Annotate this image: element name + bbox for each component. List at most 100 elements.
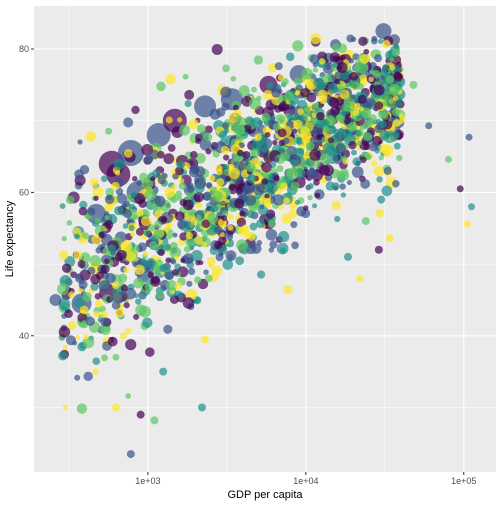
data-point — [358, 36, 368, 47]
data-point — [68, 291, 75, 298]
data-point — [184, 100, 192, 108]
data-point — [341, 155, 348, 162]
data-point — [222, 122, 230, 129]
data-point — [322, 125, 330, 133]
data-point — [143, 229, 151, 237]
x-tick-label: 1e+04 — [293, 476, 318, 486]
data-point — [105, 187, 115, 197]
data-point — [343, 116, 352, 125]
data-point — [73, 233, 81, 240]
data-point — [187, 267, 196, 276]
data-point — [327, 83, 338, 94]
data-point — [346, 179, 352, 186]
data-point — [216, 177, 225, 187]
data-point — [378, 155, 384, 161]
data-point — [245, 186, 252, 194]
data-point — [112, 403, 121, 412]
data-point — [75, 273, 83, 280]
data-point — [118, 273, 128, 283]
data-point — [119, 332, 127, 340]
data-point — [58, 351, 68, 361]
data-point — [393, 71, 402, 80]
data-point — [293, 77, 303, 86]
data-point — [61, 306, 66, 312]
data-point — [180, 258, 186, 263]
data-point — [280, 182, 288, 190]
y-tick-label: 40 — [19, 331, 29, 341]
data-point — [176, 160, 185, 169]
data-point — [332, 132, 343, 143]
data-point — [331, 182, 340, 191]
data-point — [356, 274, 364, 282]
data-point — [132, 176, 138, 182]
data-point — [290, 221, 298, 229]
data-point — [202, 132, 213, 142]
data-point — [74, 169, 84, 179]
data-point — [222, 64, 230, 73]
data-point — [125, 328, 132, 335]
data-point — [186, 182, 194, 190]
data-point — [286, 168, 299, 180]
data-point — [381, 69, 388, 75]
data-point — [92, 186, 104, 198]
data-point — [255, 183, 266, 193]
data-point — [92, 368, 99, 375]
data-point — [157, 248, 165, 257]
data-point — [352, 157, 362, 167]
data-point — [175, 190, 183, 198]
data-point — [246, 210, 255, 219]
data-point — [293, 119, 303, 130]
data-point — [444, 155, 452, 163]
data-point — [294, 199, 301, 205]
data-point — [225, 250, 237, 262]
data-point — [340, 192, 347, 198]
data-point — [120, 240, 133, 252]
data-point — [164, 271, 174, 281]
data-point — [210, 205, 218, 213]
data-point — [49, 293, 62, 306]
data-point — [201, 219, 211, 228]
data-point — [164, 186, 176, 198]
data-point — [238, 142, 245, 148]
data-point — [172, 232, 178, 238]
data-point — [313, 77, 324, 89]
data-point — [165, 74, 176, 85]
data-point — [135, 227, 144, 236]
data-point — [277, 103, 287, 112]
data-point — [249, 222, 258, 231]
data-point — [258, 140, 270, 153]
data-point — [391, 108, 401, 117]
data-point — [113, 158, 125, 171]
data-point — [306, 92, 317, 103]
y-tick-label: 60 — [19, 187, 29, 197]
data-point — [156, 81, 166, 92]
data-point — [116, 193, 127, 204]
data-point — [359, 106, 365, 112]
data-point — [363, 131, 373, 141]
data-point — [136, 179, 143, 186]
data-point — [283, 197, 291, 205]
data-point — [85, 316, 95, 326]
data-point — [77, 260, 86, 269]
data-point — [371, 160, 378, 167]
data-point — [163, 324, 173, 334]
data-point — [194, 182, 205, 194]
data-point — [169, 246, 182, 259]
data-point — [194, 174, 205, 186]
data-point — [351, 81, 360, 91]
x-axis-title: GDP per capita — [227, 489, 303, 501]
data-point — [227, 213, 234, 221]
data-point — [331, 200, 341, 210]
data-point — [107, 244, 117, 253]
data-point — [316, 134, 322, 141]
data-point — [72, 227, 81, 236]
data-point — [135, 298, 142, 305]
data-point — [149, 149, 160, 160]
y-tick-label: 80 — [19, 44, 29, 54]
data-point — [150, 416, 159, 425]
data-point — [79, 269, 91, 281]
data-point — [100, 264, 110, 274]
data-point — [140, 216, 151, 227]
data-point — [221, 174, 227, 180]
data-point — [396, 154, 403, 162]
